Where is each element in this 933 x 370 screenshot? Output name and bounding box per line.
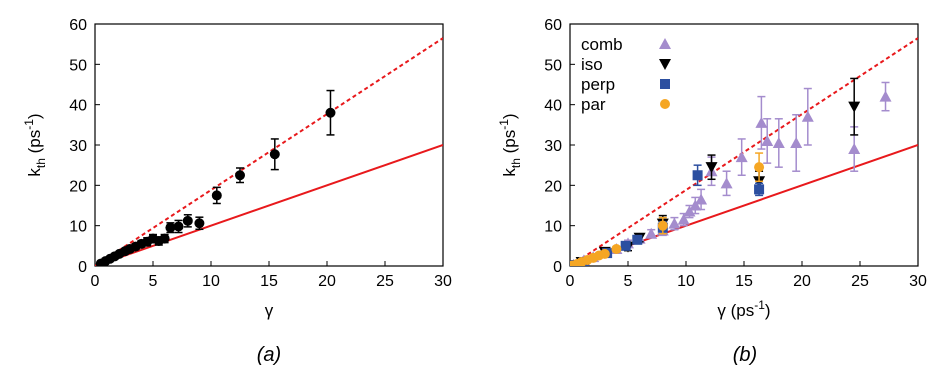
series-iso-point [705,162,718,174]
y-tick-label: 10 [544,219,562,236]
series-comb-point [695,193,708,205]
x-tick-label: 0 [566,273,575,290]
series-par-point [657,220,668,231]
series-comb-point [720,177,733,189]
series-comb-point [668,217,681,229]
plot-area-b [570,37,918,266]
x-tick-label: 30 [434,273,452,290]
y-tick-label: 40 [544,98,562,115]
x-axis-label-a: γ [265,301,274,320]
y-tick-label: 60 [69,17,87,34]
legend-label-comb: comb [581,35,623,54]
legend-marker-comb [659,38,671,49]
x-tick-label: 10 [202,273,220,290]
y-tick-label: 20 [69,178,87,195]
caption-a: (a) [257,344,281,366]
series-par-point [611,244,622,255]
y-tick-label: 30 [544,138,562,155]
solid-fit-line [95,144,443,266]
legend-marker-perp [660,79,670,89]
series-comb-point [677,213,690,225]
x-tick-label: 20 [793,273,811,290]
legend-label-iso: iso [581,55,603,74]
plot-frame-a [94,23,444,267]
caption-b: (b) [733,344,757,366]
dashed-fit-line [570,37,918,266]
series-comb-point [755,116,768,128]
series-perp-point [692,170,703,181]
x-tick-label: 25 [851,273,869,290]
series-point [159,233,170,244]
y-axis-label-b: kth (ps-1) [497,113,523,176]
panel-b: 0 5 10 15 20 25 30 0 10 20 30 40 50 60 γ (ps-1) kth (ps… [497,17,927,366]
y-tick-label: 60 [544,17,562,34]
dashed-fit-line [95,37,443,266]
series-comb-point [772,136,785,148]
x-tick-label: 25 [376,273,394,290]
series-point [182,215,193,226]
series-comb-point [879,90,892,102]
x-axis-label-b: γ (ps-1) [717,298,770,320]
series-perp-point [754,184,765,195]
series-point [211,190,222,201]
series-point [173,221,184,232]
series-iso-point [848,101,861,113]
series-point [194,218,205,229]
x-tick-label: 15 [735,273,753,290]
series-comb-point [761,134,774,146]
y-tick-label: 30 [69,138,87,155]
y-tick-label: 10 [69,219,87,236]
series-perp-point [632,234,643,245]
series-comb-point [801,110,814,122]
series-comb-point [645,227,658,239]
y-axis-label-a: kth (ps-1) [22,113,48,176]
legend-label-par: par [581,95,606,114]
x-tick-label: 10 [677,273,695,290]
series-comb-point [689,199,702,211]
y-tick-label: 40 [69,98,87,115]
x-tick-label: 5 [149,273,158,290]
y-tick-label: 50 [69,57,87,74]
series-par-point [599,248,610,259]
series-point [235,170,245,181]
y-tick-label: 0 [78,259,87,276]
series-point [269,149,280,160]
legend-label-perp: perp [581,75,615,94]
legend-marker-iso [659,59,671,70]
series-comb-point [848,143,861,155]
x-tick-label: 30 [909,273,927,290]
series-par-point [754,162,765,173]
y-tick-label: 20 [544,178,562,195]
y-tick-label: 0 [553,259,562,276]
x-tick-label: 20 [318,273,336,290]
x-tick-label: 5 [624,273,633,290]
series-point [165,222,176,233]
series-point [325,107,336,118]
x-tick-label: 0 [91,273,100,290]
plot-area-a [95,37,443,266]
legend-marker-par [660,99,670,109]
series-perp-point [620,240,631,251]
series-comb-point [790,136,803,148]
y-tick-label: 50 [544,57,562,74]
x-tick-label: 15 [260,273,278,290]
plot-frame-b [569,23,919,267]
series-comb-point [735,151,748,163]
panel-a: 0 5 10 15 20 25 30 0 10 20 30 40 50 60 γ kth (ps-1) (a) [22,17,452,366]
